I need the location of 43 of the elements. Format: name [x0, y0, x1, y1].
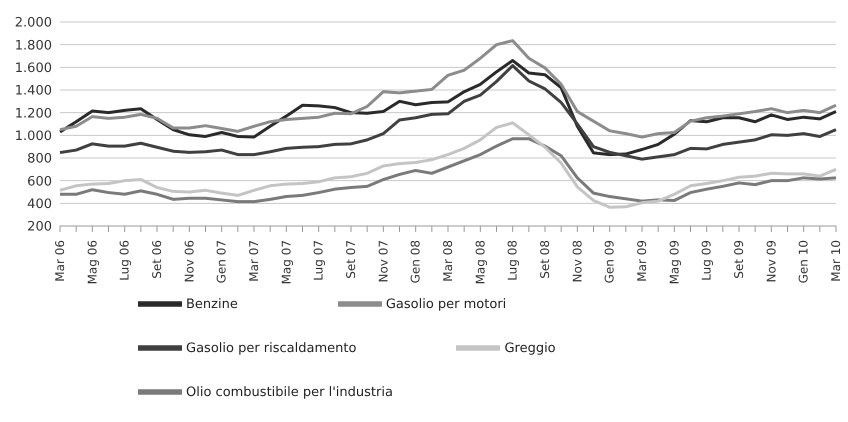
legend-label: Gasolio per motori	[386, 296, 506, 312]
x-tick-label: Mag 09	[667, 240, 682, 284]
x-tick-label: Gen 08	[408, 240, 423, 284]
y-tick-label: 600	[27, 174, 52, 190]
y-tick-label: 400	[27, 196, 52, 212]
x-tick-label: Set 08	[538, 240, 552, 279]
y-tick-label: 1.000	[14, 128, 52, 144]
line-series	[58, 39, 838, 139]
x-tick-label: Set 06	[150, 240, 164, 279]
x-tick-label: Mar 10	[829, 240, 843, 282]
y-tick-label: 200	[27, 220, 52, 235]
y-tick-label: 1.600	[14, 60, 52, 76]
legend-label: Gasolio per riscaldamento	[186, 340, 356, 356]
x-tick-label: Gen 09	[602, 240, 617, 284]
x-tick-label: Lug 07	[312, 240, 326, 281]
y-tick-label: 2.000	[14, 16, 52, 31]
legend-label: Olio combustibile per l'industria	[186, 384, 393, 400]
x-tick-label: Set 09	[732, 240, 746, 279]
x-tick-label: Nov 06	[182, 240, 196, 283]
y-tick-label: 1.800	[14, 38, 52, 54]
x-tick-label: Mar 09	[635, 240, 649, 282]
x-tick-label: Mar 07	[247, 240, 261, 282]
y-tick-label: 1.400	[14, 84, 52, 99]
line-series	[58, 121, 838, 209]
x-tick-label: Mag 06	[85, 240, 100, 284]
x-tick-label: Set 07	[344, 240, 358, 279]
x-tick-label: Nov 07	[376, 240, 390, 283]
x-tick-label: Mar 06	[53, 240, 67, 282]
x-tick-label: Mag 07	[279, 240, 294, 284]
x-tick-label: Nov 09	[764, 240, 778, 283]
x-tick-label: Gen 07	[214, 240, 229, 284]
x-tick-label: Nov 08	[570, 240, 584, 283]
x-tick-label: Lug 06	[118, 240, 132, 281]
x-tick-label: Lug 09	[700, 240, 714, 281]
x-tick-label: Mar 08	[441, 240, 455, 282]
x-tick-label: Mag 08	[473, 240, 488, 284]
line-series	[58, 137, 838, 204]
x-tick-label: Gen 10	[796, 240, 811, 284]
y-tick-label: 1.200	[14, 106, 52, 122]
x-tick-label: Lug 08	[506, 240, 520, 281]
legend-label: Greggio	[504, 340, 556, 356]
y-tick-label: 800	[27, 152, 52, 167]
legend-label: Benzine	[186, 296, 238, 312]
